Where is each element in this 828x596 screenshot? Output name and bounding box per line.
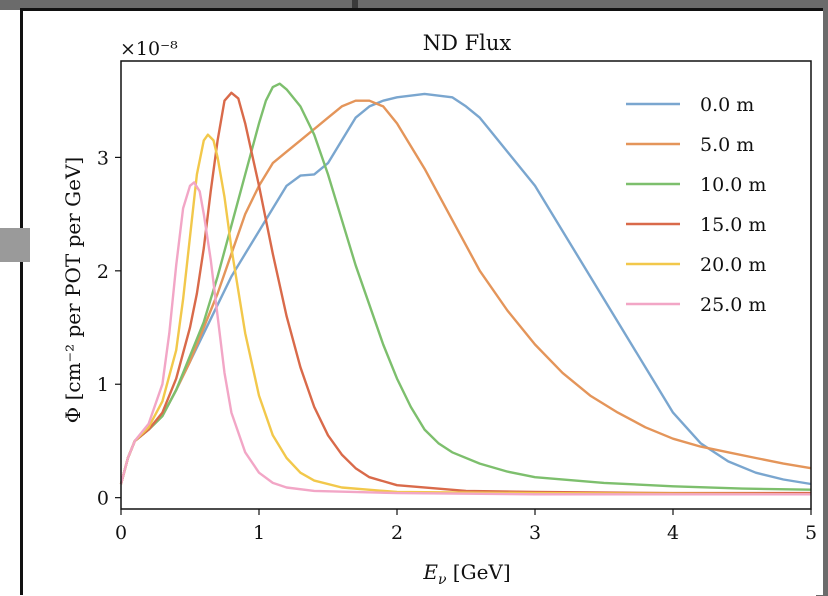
series-line-5 — [119, 181, 811, 496]
x-tick-label-0: 0 — [115, 522, 127, 544]
x-tick-label-5: 5 — [805, 522, 817, 544]
x-tick-label-2: 2 — [391, 522, 403, 544]
y-axis-label: Φ [cm⁻² per POT per GeV] — [61, 157, 85, 423]
legend-label-4: 20.0 m — [700, 254, 766, 276]
ticks-layer: 0 1 2 3 4 5 0 1 2 3 — [97, 147, 817, 544]
series-layer — [119, 82, 812, 496]
legend-label-1: 5.0 m — [700, 134, 754, 156]
background-left-tab — [0, 228, 30, 262]
x-axis-label-main: E — [422, 560, 438, 584]
y-tick-label-3: 3 — [97, 147, 109, 169]
legend-label-5: 25.0 m — [700, 294, 766, 316]
y-tick-label-0: 0 — [97, 488, 109, 510]
x-tick-label-1: 1 — [253, 522, 265, 544]
figure-frame — [20, 8, 823, 595]
chart-title: ND Flux — [423, 31, 512, 55]
y-tick-label-2: 2 — [97, 261, 109, 283]
legend-label-0: 0.0 m — [700, 94, 754, 116]
background-notch — [352, 0, 358, 14]
background-strip-top — [0, 0, 828, 10]
series-line-3 — [119, 91, 811, 495]
x-axis-label-unit: [GeV] — [446, 560, 510, 584]
legend: 0.0 m 5.0 m 10.0 m 15.0 m 20.0 m 25.0 m — [626, 94, 766, 316]
x-tick-label-4: 4 — [667, 522, 679, 544]
legend-label-2: 10.0 m — [700, 174, 766, 196]
y-multiplier: ×10⁻⁸ — [120, 38, 178, 60]
x-tick-label-3: 3 — [529, 522, 541, 544]
legend-label-3: 15.0 m — [700, 214, 766, 236]
series-line-1 — [119, 99, 812, 485]
plot-area: 0 1 2 3 4 5 0 1 2 3 — [97, 60, 817, 544]
series-line-2 — [119, 82, 812, 491]
axes-box — [120, 60, 812, 510]
y-tick-label-1: 1 — [97, 374, 109, 396]
x-axis-label: Eν [GeV] — [422, 560, 510, 588]
x-axis-label-sub: ν — [438, 572, 447, 588]
series-line-4 — [119, 133, 812, 496]
